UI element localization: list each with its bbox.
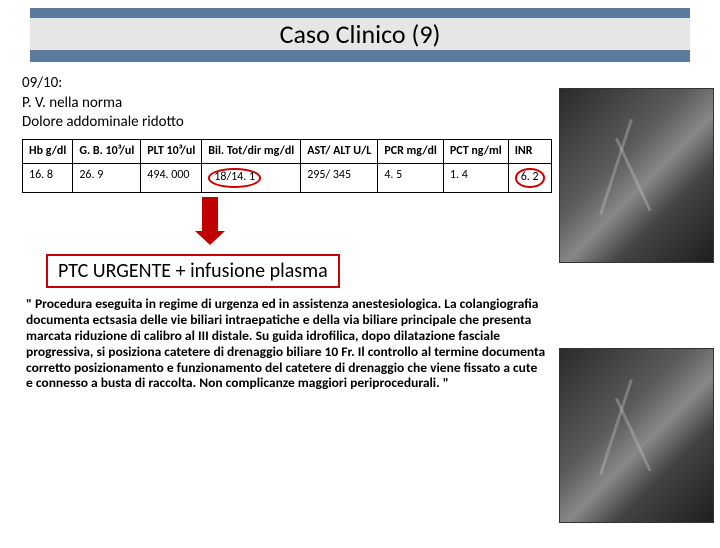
td-gb: 26. 9 [73,164,141,193]
th-plt: PLT 10³/ul [141,139,202,164]
th-gb: G. B. 10³/ul [73,139,141,164]
th-pcr: PCR mg/dl [378,139,444,164]
circle-inr: 6. 2 [515,168,545,188]
td-ast: 295/ 345 [301,164,378,193]
table-header-row: Hb g/dl G. B. 10³/ul PLT 10³/ul Bil. Tot… [23,139,552,164]
title-bar: Caso Clinico (9) [30,8,690,62]
angiography-image-bottom [559,348,714,523]
th-hb: Hb g/dl [23,139,73,164]
angiography-image-top [559,88,714,263]
circle-bil: 18/14. 1 [208,168,261,188]
down-arrow-icon [202,197,218,231]
table-row: 16. 8 26. 9 494. 000 18/14. 1 295/ 345 4… [23,164,552,193]
th-ast: AST/ ALT U/L [301,139,378,164]
procedure-quote: " Procedura eseguita in regime di urgenz… [26,296,546,392]
lab-table: Hb g/dl G. B. 10³/ul PLT 10³/ul Bil. Tot… [22,139,552,193]
td-pct: 1. 4 [443,164,508,193]
td-plt: 494. 000 [141,164,202,193]
th-pct: PCT ng/ml [443,139,508,164]
th-bil: Bil. Tot/dir mg/dl [202,139,301,164]
th-inr: INR [508,139,551,164]
td-hb: 16. 8 [23,164,73,193]
td-pcr: 4. 5 [378,164,444,193]
page-title: Caso Clinico (9) [30,18,690,50]
highlight-box: PTC URGENTE + infusione plasma [46,254,340,288]
td-bil: 18/14. 1 [202,164,301,193]
td-inr: 6. 2 [508,164,551,193]
